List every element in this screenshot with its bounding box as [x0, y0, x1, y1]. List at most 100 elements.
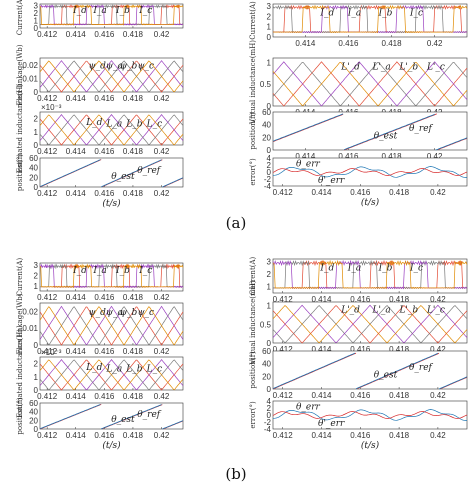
y-tick-label: 1 [267, 58, 272, 67]
x-tick-label: 0.418 [123, 30, 144, 39]
y-tick-label: 1 [34, 17, 39, 26]
y-tick-label: 1 [34, 282, 39, 291]
annotation-label: I_a [92, 266, 106, 276]
annotation-label: I_d [72, 6, 87, 16]
y-tick-label: 0.02 [22, 61, 38, 70]
x-tick-label: 0.418 [123, 147, 144, 156]
y-tick-label: 2 [267, 404, 272, 413]
annotation-label: L'_c [426, 63, 445, 73]
series-line [39, 306, 184, 346]
y-tick-label: 0 [267, 102, 272, 111]
annotation-label: I_a [347, 264, 361, 274]
y-tick-label: 1 [267, 283, 272, 292]
annotation-label: L_a [105, 365, 122, 375]
y-tick-label: 1 [34, 373, 39, 382]
y-tick-label: 0.5 [260, 80, 272, 89]
x-tick-label: 0.414 [66, 293, 87, 302]
caption-b: (b) [225, 465, 246, 483]
y-tick-label: 0 [34, 425, 39, 434]
x-tick-label: 0.414 [66, 147, 87, 156]
panel-b_vind_right: 0.412 0.414 0.416 0.418 0.42 1 0.5 0 Virtual ind… [249, 280, 468, 365]
y-tick-label: 0 [34, 183, 39, 192]
x-tick-label: 0.414 [66, 347, 87, 356]
x-tick-label: 0.416 [350, 431, 371, 440]
y-tick-label: 4 [267, 397, 272, 406]
y-tick-label: -4 [264, 425, 272, 434]
x-tick-label: 0.412 [273, 188, 294, 197]
series-line [273, 409, 468, 421]
y-axis-label: Estimated inductance(H) [16, 84, 24, 173]
y-tick-label: -4 [264, 182, 272, 191]
y-tick-label: 20 [262, 133, 271, 142]
x-tick-label: 0.418 [123, 293, 144, 302]
annotation-label: ψ_c [138, 61, 155, 71]
annotation-label: ψ_a [106, 308, 123, 318]
annotation-label: L'_a [371, 63, 390, 73]
series-line [272, 61, 468, 107]
annotation-label: ψ_d [89, 308, 107, 318]
series-line [39, 263, 184, 289]
x-tick-label: 0.412 [37, 94, 58, 103]
annotation-label: L'_b [398, 63, 418, 73]
y-tick-label: 2 [34, 115, 39, 124]
y-tick-label: 3 [267, 2, 272, 11]
y-axis-label: Flux linkage(Wb) [16, 293, 24, 354]
annotation-label: θ_err [296, 403, 321, 413]
annotation-label: I_a [347, 8, 361, 18]
x-axis-label: (t/s) [102, 198, 121, 209]
annotation-label: I_b [378, 264, 393, 274]
x-tick-label: 0.42 [427, 39, 443, 48]
annotation-label: ψ_c [138, 308, 155, 318]
x-tick-label: 0.418 [123, 94, 144, 103]
x-tick-label: 0.418 [389, 345, 410, 354]
y-tick-label: 0 [267, 33, 272, 42]
series-line [273, 166, 468, 178]
caption-a: (a) [226, 214, 247, 232]
annotation-label: θ_err [296, 160, 321, 170]
annotation-label: I_d [319, 264, 334, 274]
panel-b_ind_left: 0.412 0.414 0.416 0.418 0.42 2 1 0 Estimated ind… [16, 329, 184, 418]
y-axis-label: Virtual inductance(mH) [249, 280, 257, 365]
y-tick-label: 60 [29, 399, 38, 408]
y-tick-label: 20 [262, 372, 271, 381]
annotation-label: θ_ref [137, 410, 162, 420]
series-line [272, 305, 468, 344]
x-tick-label: 0.414 [311, 391, 332, 400]
annotation-label: L'_d [340, 305, 360, 315]
series-line [39, 114, 184, 146]
series-line [272, 259, 468, 290]
x-tick-label: 0.412 [37, 189, 58, 198]
annotation-label: L'_c [426, 305, 445, 315]
x-tick-label: 0.414 [295, 39, 316, 48]
y-tick-label: 0 [34, 341, 39, 350]
x-tick-label: 0.412 [37, 147, 58, 156]
x-tick-label: 0.42 [430, 431, 446, 440]
annotation-label: I_d [72, 266, 87, 276]
annotation-label: L'_a [371, 305, 390, 315]
x-tick-label: 0.42 [154, 189, 170, 198]
annotation-label: I_b [378, 8, 393, 18]
series-line [39, 404, 184, 430]
x-tick-label: 0.418 [389, 391, 410, 400]
series-line [39, 306, 184, 346]
y-tick-label: 1 [34, 128, 39, 137]
y-tick-label: 60 [29, 154, 38, 163]
annotation-label: ψ_d [89, 61, 107, 71]
x-tick-label: 0.416 [338, 39, 359, 48]
y-axis-label: position(°) [249, 351, 257, 389]
y-tick-label: 0 [267, 146, 272, 155]
panel-b_current_right: 0.412 0.414 0.416 0.418 0.42 3 2 1 Current(A) I_d… [249, 256, 468, 304]
y-tick-label: 3 [267, 258, 272, 267]
y-tick-label: 2 [34, 271, 39, 280]
series-line [39, 60, 184, 93]
series-line [40, 4, 184, 26]
y-tick-label: 2 [267, 12, 272, 21]
annotation-label: L_c [146, 120, 163, 130]
annotation-label: θ_ref [409, 124, 434, 134]
y-tick-label: 0.01 [22, 74, 38, 83]
x-tick-label: 0.418 [123, 347, 144, 356]
y-tick-label: 1 [267, 23, 272, 32]
x-tick-label: 0.414 [66, 189, 87, 198]
x-tick-label: 0.412 [273, 391, 294, 400]
series-line [39, 60, 184, 92]
